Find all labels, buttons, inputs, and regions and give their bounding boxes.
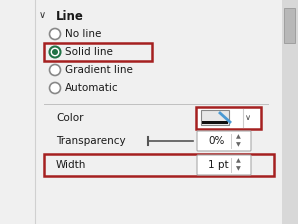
FancyBboxPatch shape (197, 155, 251, 175)
Text: Automatic: Automatic (65, 83, 119, 93)
Circle shape (52, 49, 58, 55)
Text: 0%: 0% (208, 136, 224, 146)
Circle shape (49, 65, 60, 75)
FancyBboxPatch shape (197, 131, 251, 151)
Text: Width: Width (56, 160, 86, 170)
Text: 1 pt: 1 pt (208, 160, 229, 170)
Text: ▼: ▼ (236, 166, 240, 172)
Text: Gradient line: Gradient line (65, 65, 133, 75)
FancyBboxPatch shape (282, 0, 298, 224)
Text: No line: No line (65, 29, 101, 39)
Circle shape (49, 28, 60, 39)
Text: ∨: ∨ (38, 10, 46, 20)
Circle shape (49, 47, 60, 58)
Text: ▲: ▲ (236, 134, 240, 140)
FancyBboxPatch shape (201, 110, 229, 125)
Text: ▲: ▲ (236, 159, 240, 164)
FancyBboxPatch shape (202, 121, 228, 125)
Text: Color: Color (56, 113, 83, 123)
Text: ▼: ▼ (236, 142, 240, 147)
Circle shape (49, 82, 60, 93)
FancyBboxPatch shape (284, 8, 295, 43)
Text: Solid line: Solid line (65, 47, 113, 57)
FancyBboxPatch shape (196, 107, 261, 129)
Text: Transparency: Transparency (56, 136, 126, 146)
Text: Line: Line (56, 10, 84, 23)
Text: ∨: ∨ (245, 114, 251, 123)
